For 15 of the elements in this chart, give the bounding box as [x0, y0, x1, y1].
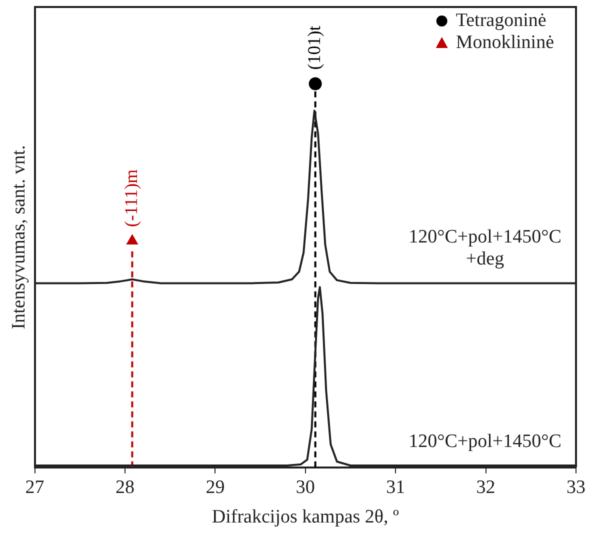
ref-line-label: (101)t [304, 26, 324, 70]
x-axis-title: Difrakcijos kampas 2θ, º [212, 506, 400, 528]
ref-line-label: (-111)m [120, 169, 141, 228]
legend-label: Monoklininė [456, 32, 554, 53]
x-tick-label: 29 [206, 476, 225, 498]
y-axis-title: Intensyvumas, sant. vnt. [8, 145, 30, 330]
x-tick-label: 28 [116, 476, 134, 498]
x-tick-label: 32 [476, 476, 496, 498]
x-tick-label: 30 [296, 476, 315, 498]
series-label: 120°C+pol+1450°C +deg [408, 226, 562, 270]
x-tick-label: 31 [386, 476, 406, 498]
x-tick-label: 33 [566, 476, 586, 498]
x-tick-label: 27 [25, 476, 44, 498]
series-label: 120°C+pol+1450°C [408, 430, 562, 452]
legend-label: Tetragoninė [456, 10, 546, 31]
